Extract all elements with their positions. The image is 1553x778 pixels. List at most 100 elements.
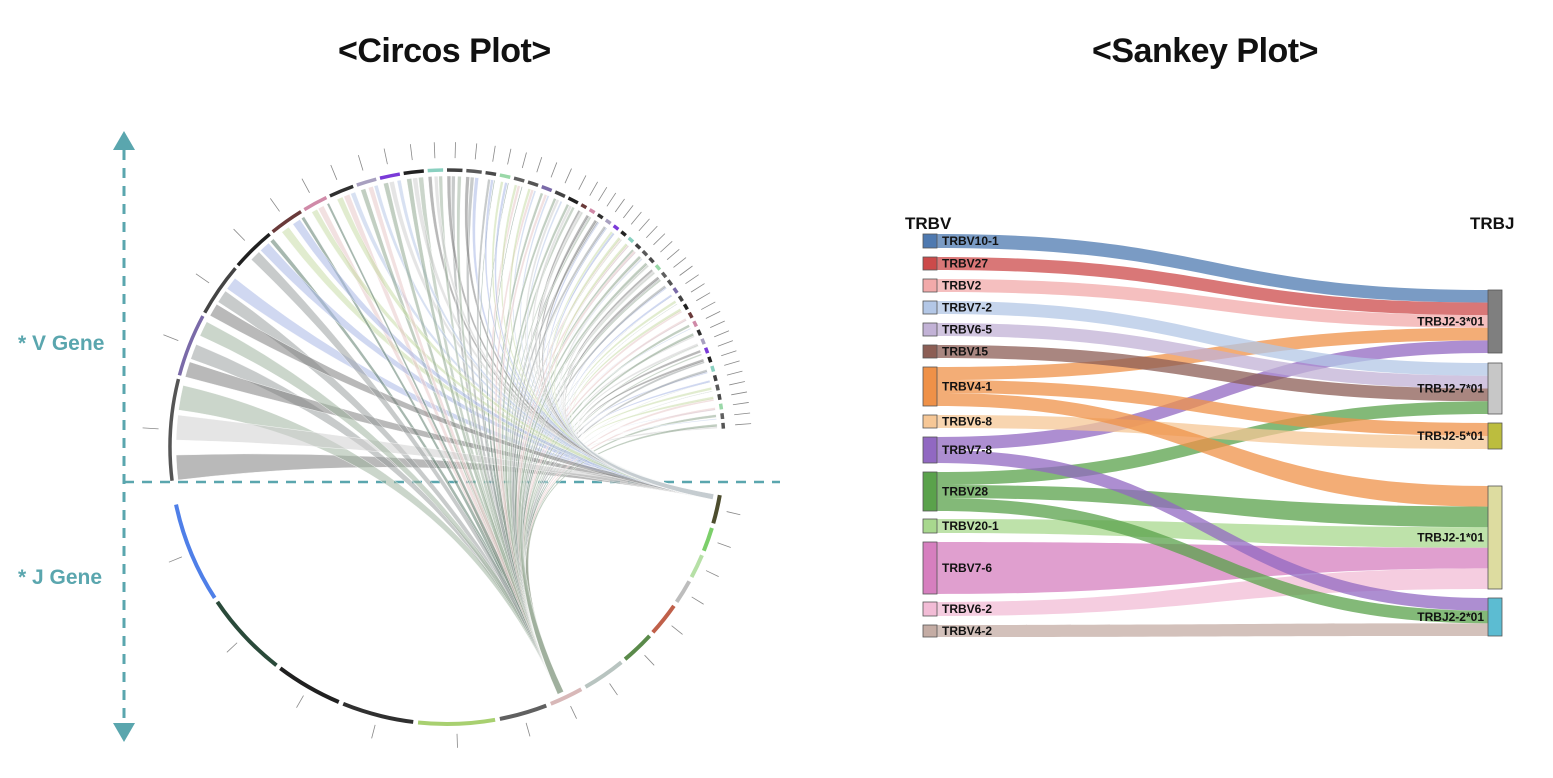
circos-j-sector [651, 604, 676, 634]
circos-ribbon [522, 324, 691, 695]
circos-sector-tick [735, 423, 752, 426]
circos-sector-tick [717, 542, 731, 548]
sankey-link [937, 345, 1488, 402]
circos-v-sector [379, 172, 401, 180]
circos-v-sector [203, 267, 237, 314]
circos-v-sector [712, 374, 718, 382]
sankey-node-label: TRBV7-6 [942, 561, 992, 575]
sankey-node-left [922, 624, 938, 638]
sankey-link [937, 380, 1488, 436]
circos-sector-tick [710, 320, 725, 328]
circos-sector-tick [726, 370, 743, 376]
circos-j-sector [417, 717, 496, 726]
circos-sector-tick [536, 156, 543, 173]
circos-sector-tick [638, 218, 650, 232]
sankey-link [937, 485, 1488, 528]
circos-v-sector [717, 393, 722, 401]
circos-v-sector [513, 176, 525, 183]
circos-plot-title: <Circos Plot> [338, 32, 551, 70]
circos-sector-tick [195, 273, 210, 284]
circos-v-sector [612, 224, 620, 231]
circos-j-sector [701, 527, 714, 552]
sankey-node-label: TRBV27 [942, 257, 988, 271]
sankey-node-label: TRBV7-8 [942, 443, 992, 457]
sankey-node-label: TRBV2 [942, 279, 982, 293]
sankey-link [937, 542, 1488, 594]
circos-j-sector [584, 660, 623, 689]
sankey-link [937, 279, 1488, 328]
sankey-left-header: TRBV [905, 214, 952, 233]
sankey-node-label: TRBV7-2 [942, 301, 992, 315]
circos-v-sector [177, 315, 205, 376]
sankey-links [937, 234, 1488, 637]
circos-sector-tick [685, 274, 699, 285]
sankey-plot-title: <Sankey Plot> [1092, 32, 1318, 70]
circos-v-sector [648, 256, 655, 264]
circos-v-sector [677, 295, 684, 302]
sankey-node-label: TRBV4-1 [942, 380, 992, 394]
circos-sector-tick [690, 283, 705, 293]
circos-sector-tick [614, 198, 625, 213]
circos-v-sector [236, 232, 271, 267]
circos-ribbon [562, 270, 715, 500]
sankey-link [937, 301, 1488, 376]
circos-v-sector [700, 338, 706, 345]
circos-sector-tick [726, 511, 741, 516]
sankey-node-label: TRBV20-1 [942, 519, 999, 533]
circos-sector-tick [570, 705, 577, 719]
circos-sector-tick [679, 265, 693, 276]
circos-j-sector [215, 600, 278, 667]
circos-j-sector [674, 580, 692, 604]
circos-sector-tick [474, 143, 478, 160]
circos-v-sector [527, 180, 539, 188]
circos-j-sector [174, 504, 217, 599]
circos-v-sector [466, 168, 482, 174]
sankey-link [937, 415, 1488, 449]
sankey-node-left [922, 256, 938, 271]
circos-v-sector [168, 378, 181, 481]
sankey-node-left [922, 322, 938, 337]
sankey-node-left [922, 300, 938, 315]
arrow-down-icon [113, 723, 135, 742]
sankey-node-label: TRBJ2-2*01 [1417, 610, 1484, 624]
sankey-node-label: TRBV4-2 [942, 624, 992, 638]
sankey-node-label: TRBJ2-5*01 [1417, 429, 1484, 443]
circos-j-sector [499, 703, 547, 721]
sankey-right-header: TRBJ [1470, 214, 1514, 233]
circos-sector-tick [589, 181, 599, 196]
circos-sector-tick [721, 350, 737, 357]
circos-sector-tick [233, 228, 246, 241]
circos-sector-tick [714, 330, 730, 338]
circos-sector-tick [142, 427, 159, 430]
circos-v-sector [720, 413, 725, 420]
circos-sector-tick [525, 722, 531, 737]
circos-v-sector [580, 203, 588, 210]
circos-sector-tick [606, 192, 617, 207]
sankey-node-right [1487, 422, 1503, 450]
circos-sector-tick [644, 654, 655, 666]
circos-sector-tick [623, 205, 634, 219]
circos-sector-tick [507, 148, 512, 165]
circos-v-sector [427, 168, 444, 173]
circos-sector-tick [492, 145, 496, 162]
j-gene-label: * J Gene [18, 566, 103, 589]
circos-v-sector [541, 185, 553, 193]
circos-v-sector [634, 243, 642, 250]
circos-v-sector [627, 236, 635, 244]
circos-sector-tick [371, 724, 376, 739]
circos-plot [142, 142, 752, 748]
circos-sector-labels [142, 142, 752, 748]
circos-sector-tick [705, 570, 719, 577]
circos-v-sector [588, 208, 596, 215]
circos-v-sector [692, 320, 698, 328]
sankey-node-left [922, 366, 938, 407]
sankey-node-right [1487, 485, 1503, 590]
sankey-link [937, 450, 1488, 611]
circos-sector-tick [296, 695, 304, 708]
circos-sector-tick [717, 340, 734, 347]
circos-sector-tick [598, 187, 608, 202]
sankey-node-left [922, 601, 938, 617]
sankey-node-label: TRBV10-1 [942, 234, 999, 248]
circos-v-sector [620, 230, 627, 237]
circos-sectors [168, 168, 726, 726]
